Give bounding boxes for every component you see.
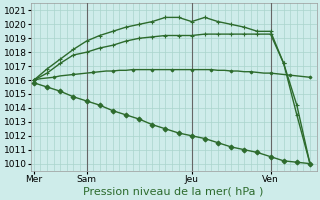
X-axis label: Pression niveau de la mer( hPa ): Pression niveau de la mer( hPa )	[84, 187, 264, 197]
